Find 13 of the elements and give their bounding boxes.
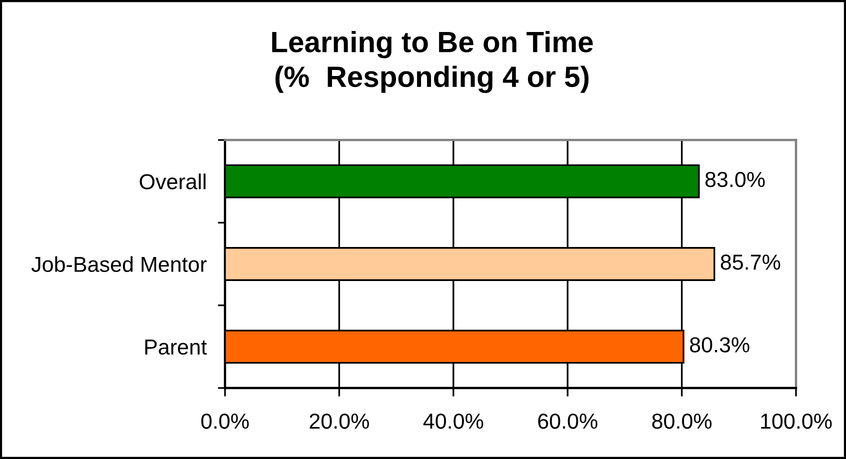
chart-title: Learning to Be on Time (% Responding 4 or 5) — [272, 30, 593, 94]
x-tick-label: 80.0% — [652, 414, 712, 429]
y-tick-label: Parent — [145, 340, 207, 355]
y-tick-label: Overall — [140, 174, 206, 190]
data-label: 83.0% — [705, 172, 765, 188]
x-tick-label: 20.0% — [310, 414, 369, 429]
data-label: 85.7% — [720, 254, 780, 270]
x-tick-label: 40.0% — [423, 414, 484, 429]
data-label: 80.3% — [690, 337, 750, 352]
x-tick-label: 0.0% — [201, 414, 249, 429]
y-tick-label: Job-Based Mentor — [31, 256, 207, 272]
x-tick-label: 60.0% — [538, 414, 598, 429]
x-tick-label: 100.0% — [761, 414, 832, 429]
